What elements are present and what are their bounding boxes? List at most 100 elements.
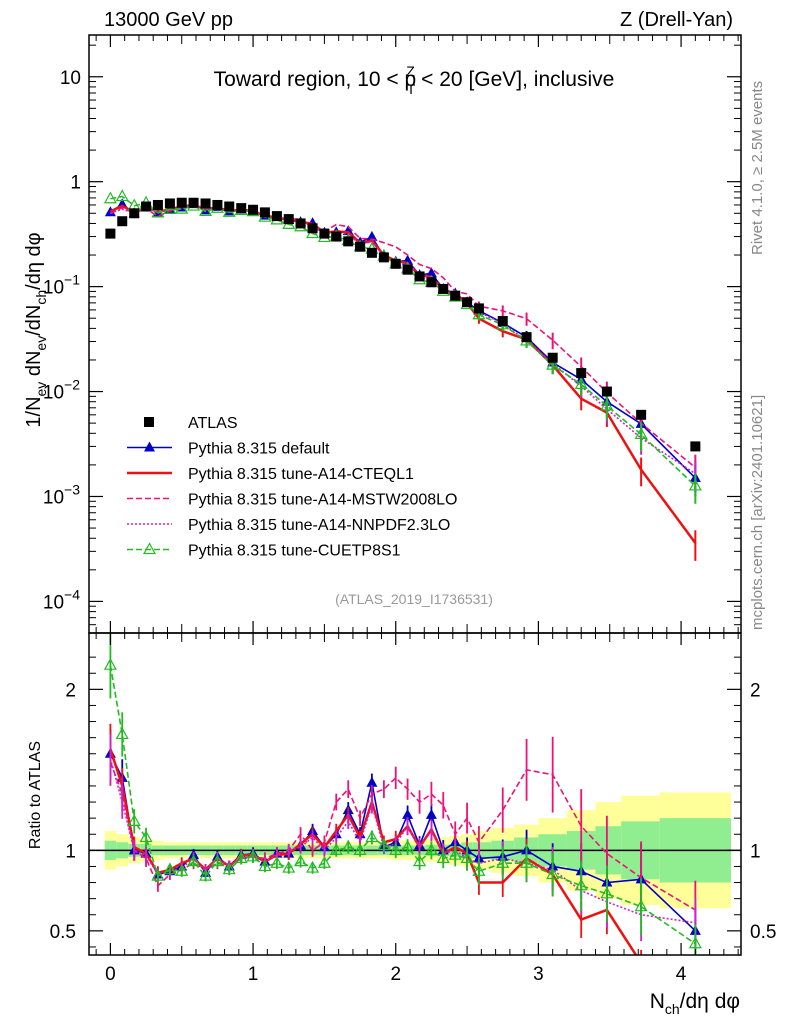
data-point <box>521 332 532 343</box>
ratio-marker-4 <box>234 851 248 864</box>
ratio-marker-4 <box>472 864 486 876</box>
ratio-marker-4 <box>329 843 343 855</box>
ratio-tick-label-right: 0.5 <box>750 922 776 943</box>
data-point <box>450 290 461 301</box>
data-point <box>414 271 425 282</box>
ratio-marker-4 <box>258 859 272 872</box>
data-point <box>343 236 354 247</box>
ratio-marker-4 <box>365 830 379 843</box>
ratio-marker-4 <box>306 860 320 873</box>
main-panel: 10 1 10−1 10−2 10−3 10−4 <box>43 34 742 634</box>
legend-label: Pythia 8.315 default <box>188 441 330 458</box>
ratio-tick-label: 2 <box>65 680 76 701</box>
energy-label: 13000 GeV pp <box>104 9 233 31</box>
ratio-marker-4 <box>270 855 284 868</box>
ratio-marker-4 <box>424 843 438 855</box>
x-tick-label: 4 <box>676 964 687 985</box>
ratio-marker-4 <box>688 936 702 949</box>
data-point <box>141 201 152 212</box>
data-point <box>576 368 587 379</box>
ratio-tick-label: 1 <box>65 841 76 862</box>
ratio-marker-0 <box>425 808 437 819</box>
data-point <box>307 223 318 234</box>
ratio-marker-4 <box>151 868 165 881</box>
series-line-0 <box>109 203 696 479</box>
data-point <box>366 247 377 258</box>
ratio-marker-0 <box>366 776 378 787</box>
ratio-marker-4 <box>460 851 474 864</box>
legend-label: Pythia 8.315 tune-CUETP8S1 <box>188 543 401 560</box>
ratio-marker-4 <box>175 864 189 876</box>
ratio-marker-4 <box>282 860 296 873</box>
ratio-marker-4 <box>222 862 236 875</box>
x-tick-label: 0 <box>105 964 116 985</box>
ratio-marker-4 <box>199 868 213 881</box>
legend-label: Pythia 8.315 tune-A14-NNPDF2.3LO <box>188 517 450 534</box>
data-point <box>200 198 211 209</box>
series-marker-4 <box>472 307 486 320</box>
ratio-marker-4 <box>127 814 141 826</box>
legend-marker-atlas <box>144 417 154 427</box>
ratio-marker-4 <box>246 849 260 862</box>
legend-marker <box>142 542 157 555</box>
ratio-marker-0 <box>402 808 414 819</box>
series-line-3 <box>110 204 696 475</box>
data-point <box>188 197 199 208</box>
ratio-marker-4 <box>210 854 224 867</box>
ratio-marker-4 <box>163 862 177 875</box>
data-point <box>355 241 366 252</box>
data-point <box>212 199 223 210</box>
series-marker-4 <box>115 189 129 202</box>
ratio-series <box>103 633 702 955</box>
data-point <box>176 197 187 208</box>
data-point <box>259 207 270 218</box>
series-marker-4 <box>175 201 189 214</box>
ratio-marker-4 <box>187 854 201 867</box>
series-marker-4 <box>600 398 614 411</box>
data-point <box>690 441 701 452</box>
ratio-ticks: 0.5 0.5 1 1 2 2 <box>50 656 776 948</box>
ratio-marker-4 <box>294 854 308 867</box>
ratio-panel: 0 1 2 3 4 0.5 0.5 1 1 2 2 <box>50 35 776 985</box>
ratio-tick-label-right: 1 <box>750 841 761 862</box>
series-marker-4 <box>546 357 560 370</box>
data-point <box>224 201 235 212</box>
rivet-version-label: Rivet 4.1.0, ≥ 2.5M events <box>749 81 766 255</box>
ratio-marker-4 <box>389 843 403 855</box>
data-point <box>295 218 306 229</box>
ratio-tick-label-right: 2 <box>750 680 761 701</box>
series-marker-4 <box>688 478 702 491</box>
data-point <box>152 199 163 210</box>
data-point <box>402 264 413 275</box>
ratio-marker-4 <box>520 855 534 868</box>
ratio-frame <box>88 632 742 956</box>
data-point <box>117 216 128 227</box>
legend-marker <box>144 441 155 452</box>
series-marker-0 <box>366 230 378 241</box>
series-marker-0 <box>425 267 437 278</box>
ratio-marker-4 <box>600 886 614 899</box>
data-point <box>164 198 175 209</box>
ratio-marker-4 <box>413 854 427 867</box>
ratio-marker-4 <box>103 657 117 670</box>
ratio-tick-label: 0.5 <box>50 922 76 943</box>
series-marker-4 <box>151 205 165 218</box>
y-ticks: 10 1 10−1 10−2 10−3 10−4 <box>43 44 741 634</box>
x-axis-label: Nch/dη dφ <box>650 990 740 1017</box>
series-marker-4 <box>199 204 213 217</box>
data-point <box>426 277 437 288</box>
series-marker-4 <box>574 377 588 389</box>
legend-label: Pythia 8.315 tune-A14-MSTW2008LO <box>188 492 457 509</box>
y-tick-label: 1 <box>70 173 81 194</box>
data-point <box>473 303 484 314</box>
chart-title: Toward region, 10 < pZ T < 20 [GeV], incl… <box>214 63 615 97</box>
ratio-marker-4 <box>317 855 331 868</box>
process-label: Z (Drell-Yan) <box>620 9 733 31</box>
data-point <box>636 409 647 420</box>
analysis-id: (ATLAS_2019_I1736531) <box>335 591 493 607</box>
data-point <box>438 283 449 294</box>
y-tick-label: 10 <box>60 68 81 89</box>
x-tick-label: 3 <box>533 964 544 985</box>
data-point <box>462 297 473 308</box>
